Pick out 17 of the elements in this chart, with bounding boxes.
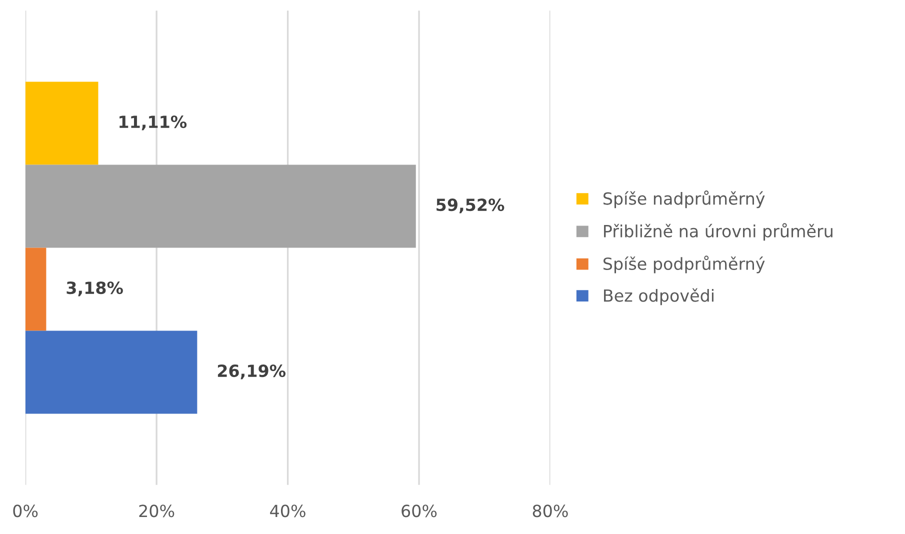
x-tick-label: 20%	[139, 504, 174, 518]
bar	[25, 164, 416, 248]
x-tick-label: 0%	[13, 504, 38, 518]
x-tick-label: 80%	[532, 504, 568, 518]
legend-label: Přibližně na úrovni průměru	[604, 223, 832, 241]
data-label: 59,52%	[436, 198, 504, 214]
legend-label: Spíše nadprůměrný	[604, 190, 765, 208]
data-label: 26,19%	[218, 364, 286, 380]
data-label: 11,11%	[120, 116, 187, 130]
legend-label: Spíše podprůměrný	[604, 256, 765, 274]
legend-label: Bez odpovědi	[604, 288, 714, 306]
data-label: 3,18%	[66, 281, 123, 296]
bar	[25, 82, 98, 165]
bar	[25, 248, 46, 331]
x-tick-label: 60%	[402, 504, 437, 518]
bar	[25, 330, 198, 414]
x-tick-label: 40%	[270, 504, 306, 518]
